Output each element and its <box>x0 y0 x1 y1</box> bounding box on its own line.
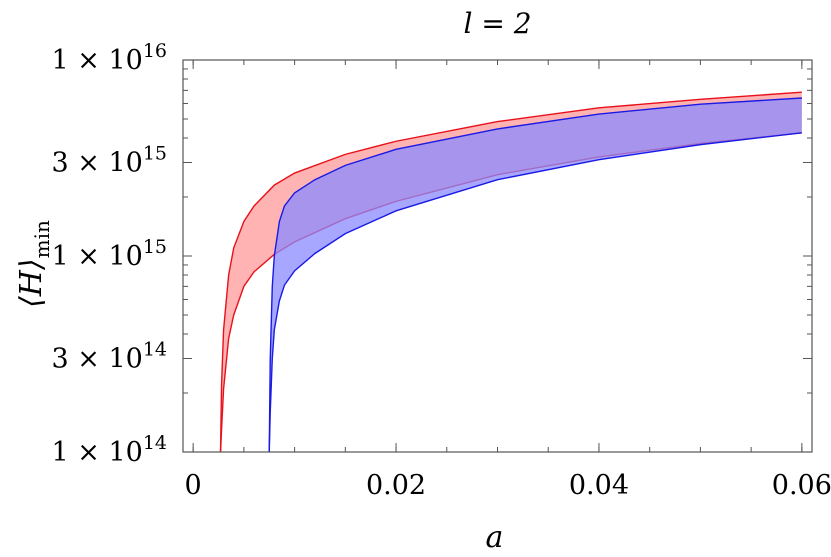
band-upper-line-0 <box>219 91 802 453</box>
x-tick-label: 0.02 <box>366 470 426 501</box>
data-bands <box>219 91 802 453</box>
y-axis-title-group: ⟨H⟩min <box>14 220 54 308</box>
tick-labels: 0 0.02 0.04 0.06 1 × 1014 3 × 1014 1 × 1015 3 ×… <box>51 40 831 501</box>
band-upper-line-1 <box>268 97 802 453</box>
y-tick-label: 3 × 1015 <box>51 142 167 178</box>
y-tick-label: 1 × 1014 <box>51 432 167 468</box>
x-tick-label: 0 <box>185 470 202 501</box>
band-lower-line-1 <box>268 132 802 453</box>
axis-ticks <box>183 59 812 453</box>
x-tick-label: 0.04 <box>569 470 629 501</box>
y-tick-label: 1 × 1015 <box>51 236 167 272</box>
y-tick-label: 3 × 1014 <box>51 338 167 374</box>
x-tick-label: 0.06 <box>772 470 831 501</box>
chart-title: l = 2 <box>463 7 531 40</box>
y-tick-label: 1 × 1016 <box>51 40 167 76</box>
band-fill-1 <box>269 97 802 453</box>
y-axis-title: ⟨H⟩min <box>14 220 54 308</box>
x-axis-title: a <box>486 520 504 555</box>
